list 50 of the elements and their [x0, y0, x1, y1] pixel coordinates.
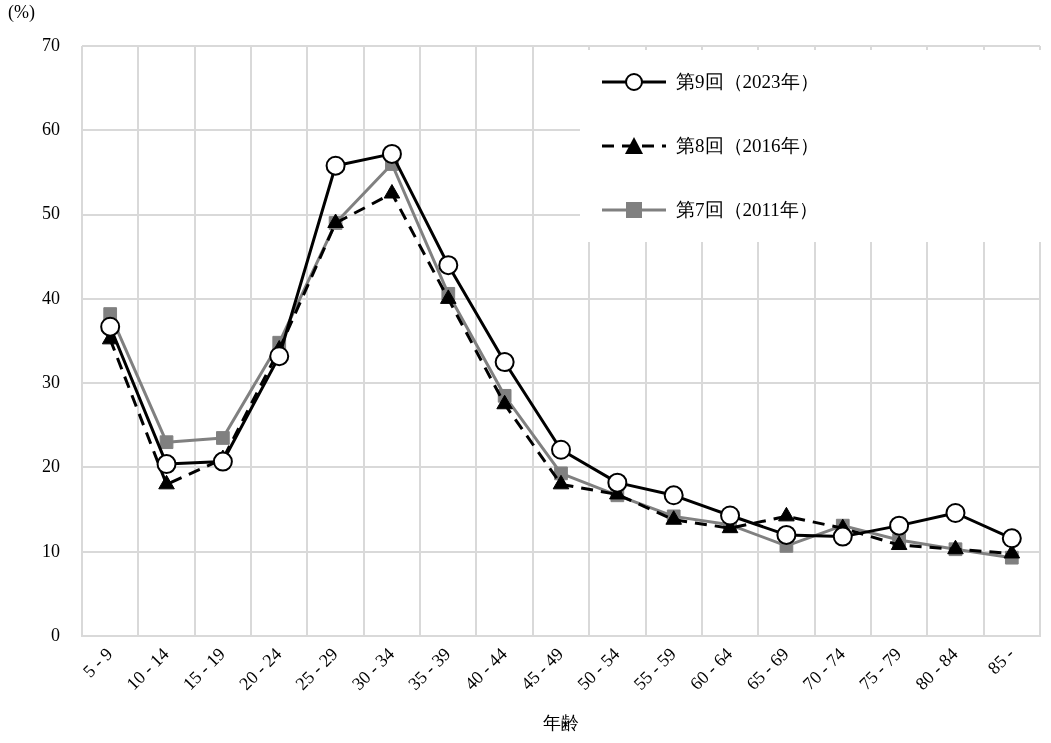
x-tick-label: 75 - 79: [855, 643, 906, 694]
point: [438, 255, 459, 276]
x-tick-label: 80 - 84: [911, 643, 962, 694]
y-tick-label: 20: [42, 456, 60, 477]
x-tick-label: 50 - 54: [573, 643, 624, 694]
x-tick-label: 45 - 49: [516, 643, 568, 694]
x-tick-label: 65 - 69: [742, 643, 793, 694]
point: [159, 435, 174, 450]
x-tick-label: 70 - 74: [798, 643, 849, 694]
point: [945, 503, 966, 523]
x-tick-label: 35 - 39: [404, 643, 455, 694]
y-tick-label: 70: [42, 34, 60, 55]
legend-label: 第9回（2023年）: [676, 70, 819, 94]
legend-label: 第8回（2016年）: [676, 134, 819, 158]
point: [551, 439, 571, 460]
y-tick-label: 50: [42, 203, 60, 224]
y-tick-label: 60: [42, 119, 60, 140]
point: [1001, 528, 1022, 549]
x-tick-label: 85 -: [983, 643, 1018, 679]
x-tick-label: 5 - 9: [78, 643, 117, 682]
x-tick-label: 25 - 29: [291, 643, 342, 694]
x-tick-label: 20 - 24: [235, 643, 286, 694]
x-tick-label: 30 - 34: [347, 643, 399, 694]
y-tick-label: 10: [42, 540, 60, 561]
point: [269, 346, 290, 367]
x-tick-label: 40 - 44: [460, 643, 511, 694]
point: [832, 526, 853, 547]
x-tick-label: 55 - 59: [629, 643, 680, 694]
point: [156, 454, 177, 475]
point: [383, 184, 401, 199]
point: [494, 352, 515, 373]
point: [216, 431, 230, 445]
point: [381, 143, 402, 164]
point: [607, 472, 628, 493]
point: [889, 515, 910, 536]
y-axis-title: (%): [8, 2, 35, 23]
x-tick-label: 15 - 19: [178, 643, 230, 694]
x-tick-label: 10 - 14: [122, 643, 173, 694]
point: [776, 524, 797, 545]
y-tick-label: 40: [42, 287, 60, 308]
point: [663, 485, 684, 506]
y-tick-label: 30: [42, 371, 60, 392]
point: [720, 505, 741, 526]
x-tick-label: 60 - 64: [686, 643, 737, 694]
y-tick-label: 0: [51, 624, 60, 645]
legend-label: 第7回（2011年）: [676, 198, 818, 222]
point: [100, 316, 121, 337]
point: [325, 155, 346, 176]
x-axis-title: 年齢: [543, 712, 579, 733]
point: [212, 451, 233, 472]
